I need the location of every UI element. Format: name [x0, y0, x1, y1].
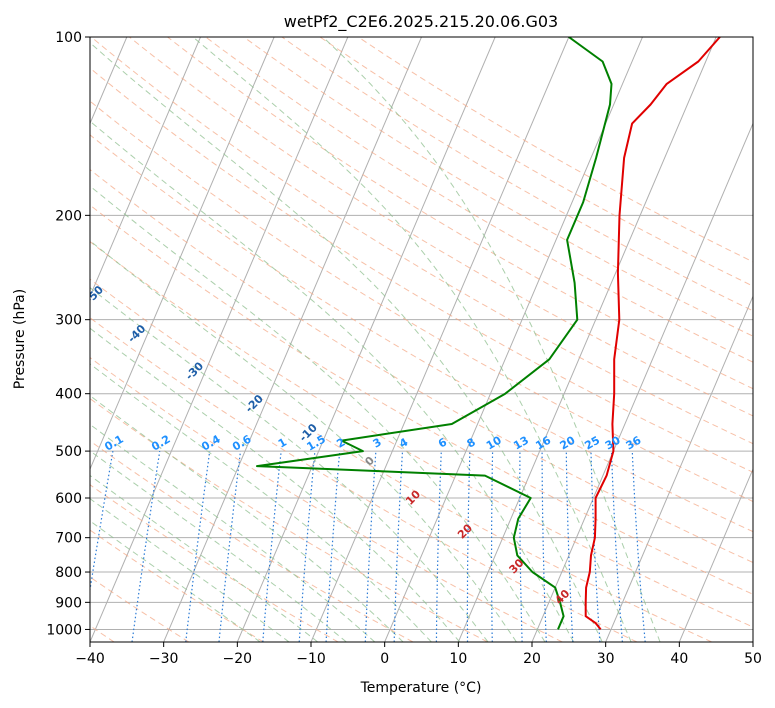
dry-adiabat-line — [205, 37, 753, 363]
moist-adiabat-line — [90, 185, 546, 642]
x-axis-ticks: −40 −30 −20 −10 0 10 20 30 40 50 — [75, 642, 762, 667]
moist-adiabat-line — [90, 363, 432, 642]
moist-adiabat-line — [90, 120, 575, 642]
isotherm-line — [163, 37, 422, 642]
isotherm-line — [90, 37, 201, 298]
y-tick-label: 200 — [55, 208, 82, 224]
mixing-ratio-line — [631, 451, 646, 642]
chart-title: wetPf2_C2E6.2025.215.20.06.G03 — [284, 12, 558, 32]
isotherm-line — [236, 37, 496, 642]
moist-adiabat-line — [90, 287, 489, 642]
isobar-lines — [90, 37, 753, 630]
dry-adiabat-line — [90, 134, 753, 533]
x-tick-label: 40 — [670, 651, 688, 667]
x-axis-title: Temperature (°C) — [360, 680, 482, 696]
y-axis-title: Pressure (hPa) — [12, 289, 28, 389]
x-tick-label: −10 — [296, 651, 326, 667]
y-axis-ticks: 100 200 300 400 500 600 700 800 900 1000 — [46, 30, 90, 638]
mixing-ratio-lines — [90, 450, 646, 642]
y-tick-label: 700 — [55, 531, 82, 547]
dry-adiabat-line — [90, 37, 753, 445]
dry-adiabat-line — [90, 168, 753, 564]
moist-adiabat-line — [90, 327, 461, 642]
dry-adiabat-line — [281, 37, 753, 312]
dry-adiabat-line — [90, 204, 753, 595]
dry-adiabat-line — [90, 317, 638, 642]
dry-adiabat-line — [90, 356, 563, 642]
isotherm-line — [605, 295, 753, 642]
mixing-ratio-line — [262, 451, 282, 642]
y-tick-label: 900 — [55, 595, 82, 611]
mixing-ratio-line — [90, 450, 114, 594]
x-tick-label: −40 — [75, 651, 105, 667]
dry-adiabat-line — [90, 241, 753, 628]
dry-adiabat-line — [129, 37, 753, 417]
moist-adiabat-line — [90, 423, 376, 642]
moist-adiabat-line — [90, 474, 319, 642]
x-tick-label: 10 — [449, 651, 467, 667]
y-tick-label: 600 — [55, 491, 82, 507]
dry-adiabat-lines — [90, 37, 753, 642]
moist-adiabat-line — [192, 37, 632, 642]
x-tick-label: 50 — [744, 651, 762, 667]
isotherm-line — [384, 37, 643, 642]
y-tick-label: 500 — [55, 444, 82, 460]
x-tick-label: 30 — [597, 651, 615, 667]
dry-adiabat-line — [90, 100, 753, 503]
mixing-ratio-line — [131, 451, 161, 642]
dry-adiabat-line — [90, 484, 339, 642]
moist-adiabat-line — [90, 498, 290, 642]
x-tick-label: 0 — [380, 651, 389, 667]
dry-adiabat-line — [167, 37, 753, 390]
moist-adiabat-line — [90, 395, 404, 642]
moist-adiabat-line — [322, 37, 661, 642]
x-tick-label: −20 — [223, 651, 253, 667]
x-tick-label: 20 — [523, 651, 541, 667]
y-tick-label: 800 — [55, 565, 82, 581]
isotherm-line — [90, 37, 349, 642]
dry-adiabat-line — [243, 37, 753, 337]
isotherm-line — [678, 467, 753, 642]
y-tick-label: 400 — [55, 387, 82, 403]
dewpoint-profile-line — [256, 37, 613, 630]
isotherm-line — [531, 122, 753, 642]
y-tick-label: 1000 — [46, 622, 82, 638]
profile-series — [256, 37, 721, 631]
isotherm-line — [90, 37, 275, 471]
mixing-ratio-line — [185, 451, 211, 642]
mixing-ratio-line — [218, 451, 242, 642]
moist-adiabat-line — [90, 520, 261, 642]
temperature-profile-line — [584, 37, 721, 631]
dry-adiabat-line — [90, 440, 414, 642]
mixing-ratio-line — [298, 451, 316, 642]
x-tick-label: −30 — [149, 651, 179, 667]
moist-adiabat-line — [90, 240, 517, 642]
dry-adiabat-line — [90, 67, 753, 473]
plot-frame — [89, 36, 754, 643]
isotherm-line — [457, 37, 717, 642]
y-tick-label: 100 — [55, 30, 82, 46]
y-tick-label: 300 — [55, 313, 82, 329]
